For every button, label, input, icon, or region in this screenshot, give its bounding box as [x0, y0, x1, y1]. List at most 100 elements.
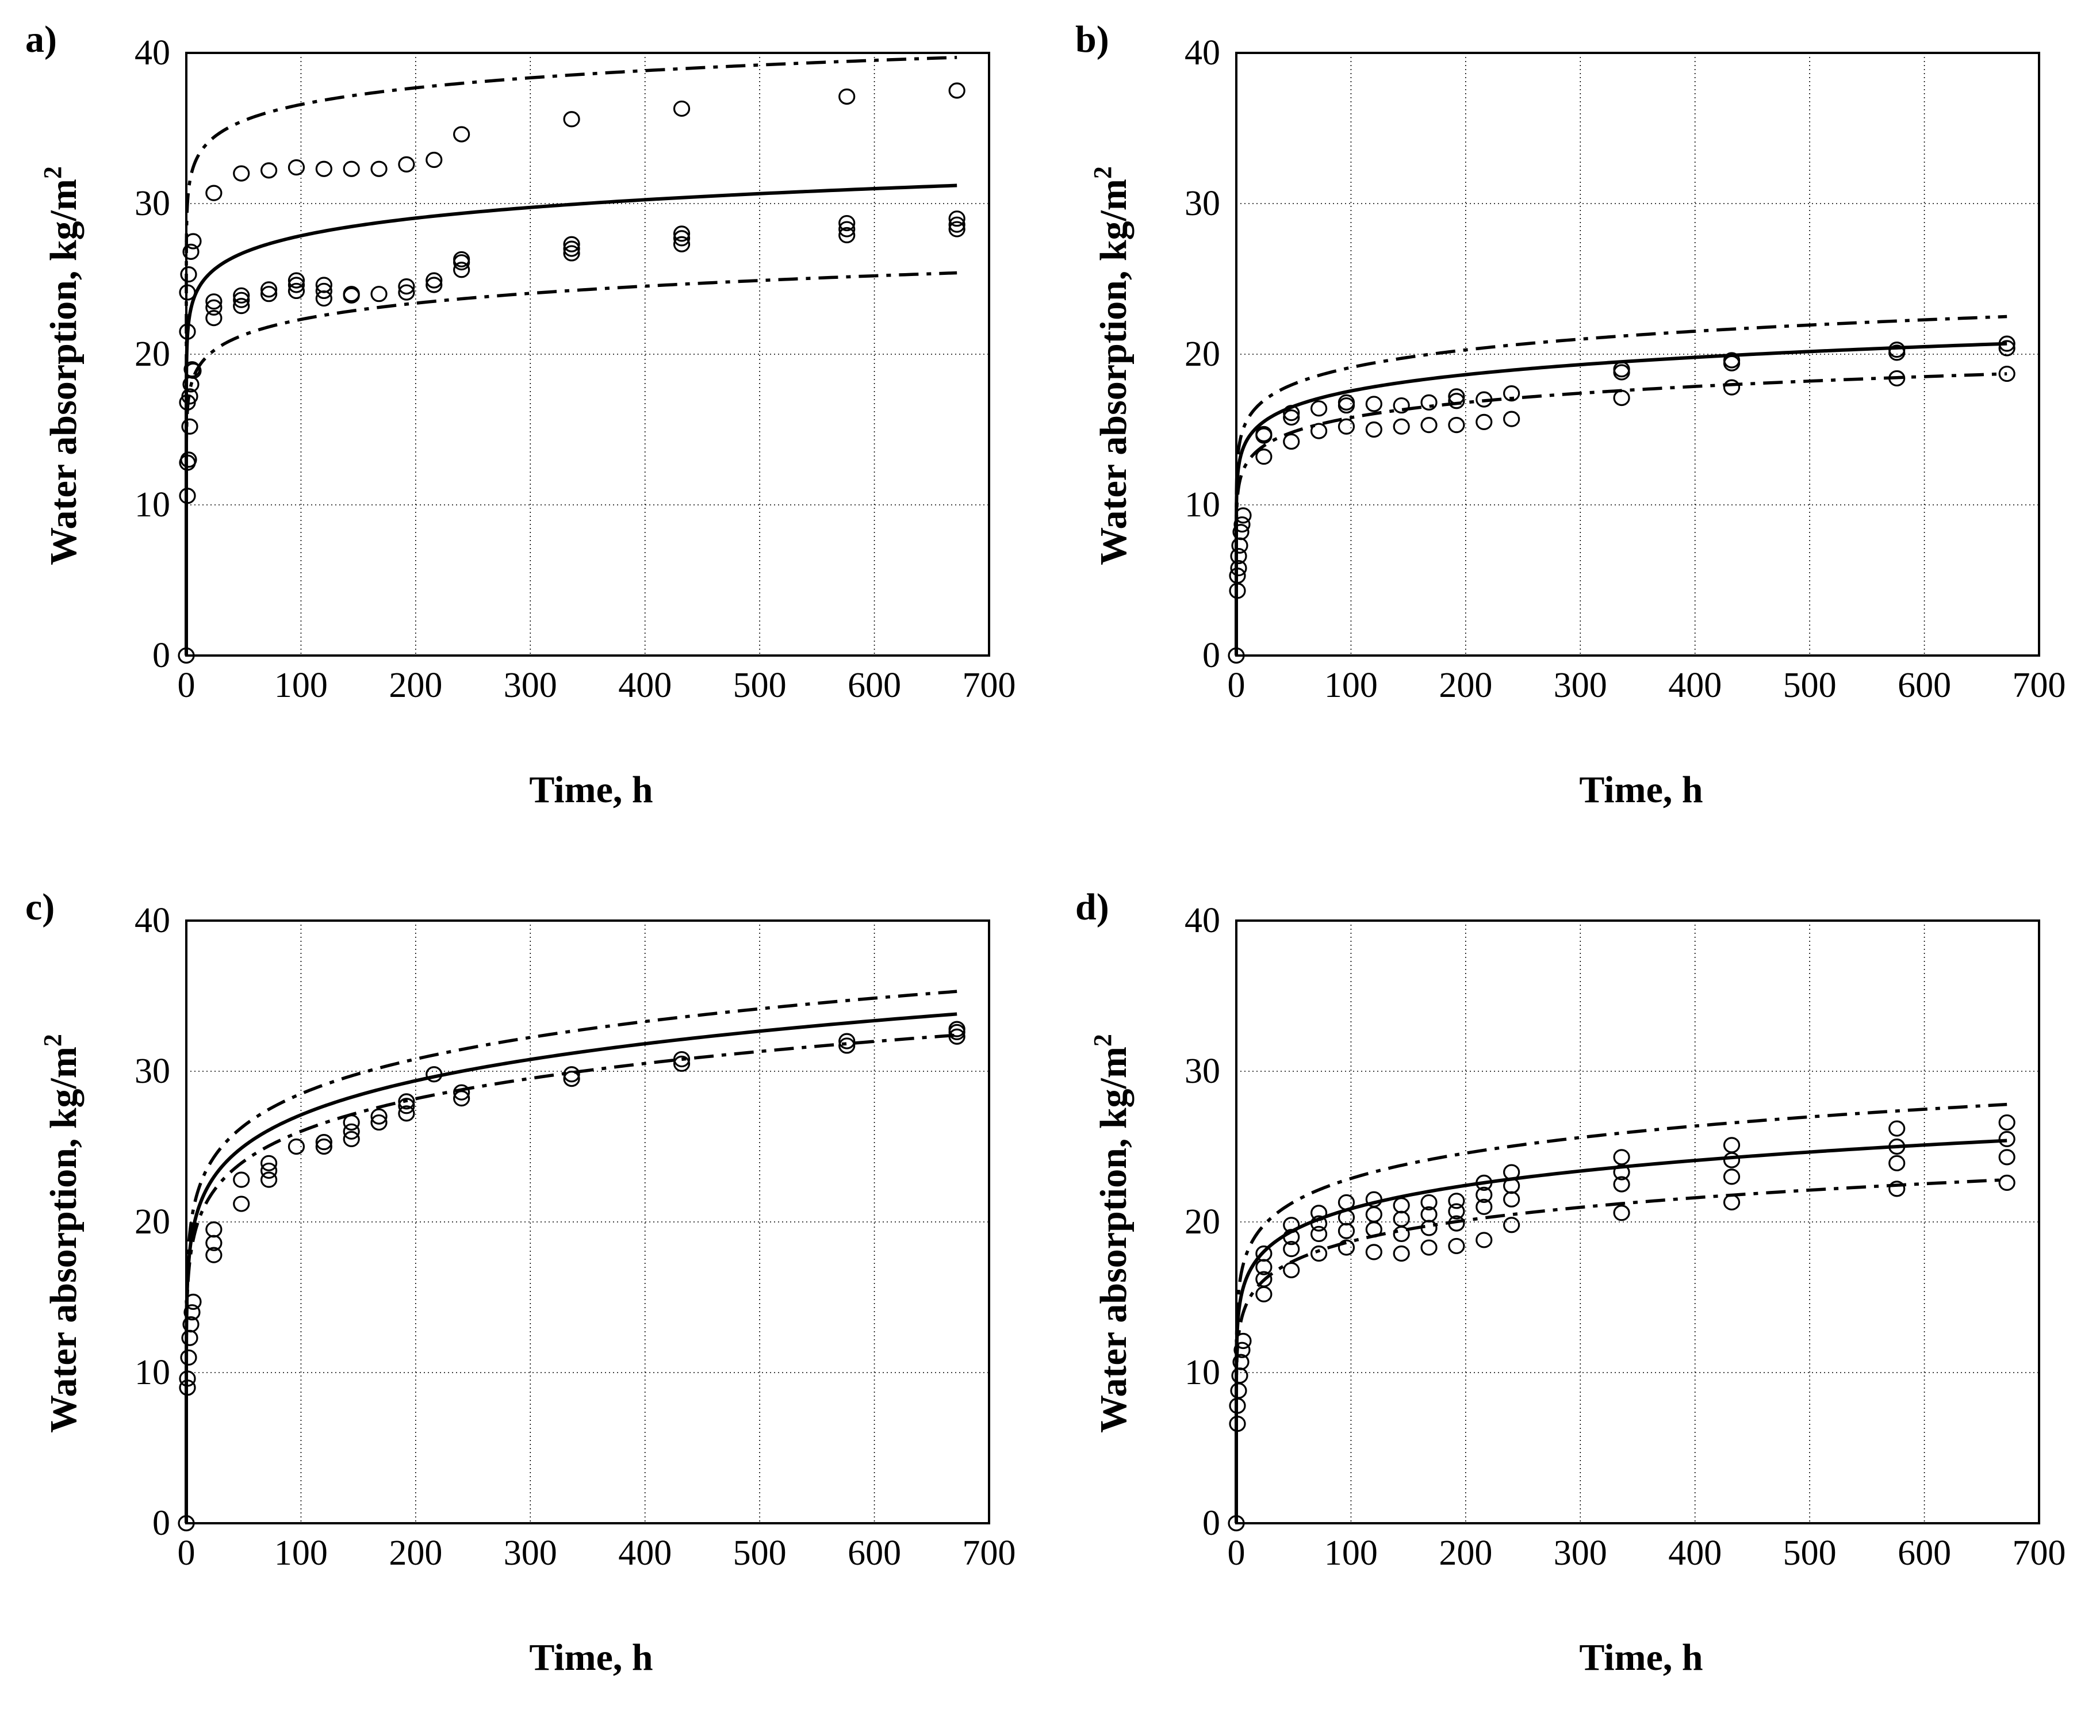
upper-bound-curve	[1235, 315, 2007, 656]
measured-point	[180, 1349, 197, 1366]
measured-point	[1283, 1229, 1300, 1246]
y-axis-title-text: Water absorption, kg/m	[43, 179, 85, 565]
measured-point	[288, 1138, 305, 1155]
measured-point	[1723, 1137, 1741, 1153]
measured-point	[453, 262, 470, 278]
y-tick-label: 10	[1185, 1353, 1220, 1392]
measured-point	[1998, 1174, 2015, 1191]
measured-point	[233, 292, 250, 308]
y-axis-title-text: Water absorption, kg/m	[1093, 179, 1135, 565]
x-tick-label: 100	[1324, 666, 1378, 705]
measured-point	[179, 284, 196, 301]
measured-point	[179, 488, 196, 504]
measured-point	[1448, 388, 1465, 405]
measured-point	[1998, 1130, 2015, 1147]
measured-point	[370, 1114, 388, 1131]
measured-point	[1393, 1197, 1410, 1214]
measured-point	[673, 225, 691, 242]
x-axis-title: Time, h	[1579, 1637, 1703, 1678]
measured-point	[233, 298, 250, 315]
measured-point	[315, 282, 332, 300]
measured-point	[260, 1171, 278, 1188]
measured-point	[1283, 1217, 1300, 1233]
measured-point	[1228, 647, 1245, 664]
measured-point	[1310, 423, 1328, 439]
measured-point	[1448, 1215, 1465, 1232]
measured-point	[179, 1370, 196, 1387]
measured-point	[260, 286, 278, 302]
measured-point	[343, 1130, 360, 1147]
measured-point	[1310, 400, 1328, 417]
measured-point	[838, 1033, 856, 1049]
measured-point	[1338, 418, 1355, 435]
measured-point	[426, 277, 443, 293]
measured-point	[948, 1028, 965, 1045]
measured-point	[1420, 1206, 1438, 1223]
x-tick-label: 300	[1554, 666, 1607, 705]
x-tick-label: 500	[733, 1534, 787, 1573]
measured-point	[1998, 335, 2015, 352]
measured-point	[260, 281, 278, 298]
measured-point	[1420, 394, 1438, 411]
measured-point	[1503, 1217, 1520, 1233]
plot-area	[1235, 919, 2040, 1524]
measured-point	[673, 230, 691, 247]
measured-point	[1338, 1239, 1355, 1256]
upper-bound-curve	[1235, 1102, 2007, 1523]
y-tick-label: 10	[135, 485, 170, 524]
measured-point	[1476, 1198, 1493, 1215]
measured-point	[1229, 568, 1246, 584]
x-tick-label: 0	[1228, 666, 1246, 705]
measured-point	[398, 1105, 415, 1122]
measured-point	[288, 282, 305, 300]
measured-point	[1230, 547, 1247, 565]
panel-a: 0 100 200 300 400 500 600 700 0 10 20 30 40 Time, h Wa…	[0, 0, 1050, 868]
x-tick-label: 200	[389, 1534, 442, 1573]
measured-point	[1393, 397, 1410, 414]
measured-point	[948, 1021, 965, 1037]
measured-point	[948, 82, 965, 99]
x-tick-label: 300	[504, 666, 557, 705]
measured-point	[1365, 1191, 1382, 1208]
x-tick-label: 400	[618, 666, 672, 705]
measured-point	[233, 287, 250, 304]
measured-point	[1255, 449, 1273, 465]
x-tick-label: 700	[2013, 1534, 2066, 1573]
y-axis-title-text: Water absorption, kg/m	[43, 1047, 85, 1433]
measured-point	[1613, 1205, 1630, 1221]
measured-point	[1998, 1114, 2015, 1131]
x-axis-title: Time, h	[1579, 769, 1703, 811]
measured-point	[563, 245, 580, 262]
x-axis-title: Time, h	[529, 769, 653, 811]
measured-point	[1233, 516, 1251, 533]
measured-point	[205, 185, 223, 201]
y-tick-label: 0	[1202, 636, 1220, 675]
y-tick-label: 30	[135, 1052, 170, 1091]
y-tick-label: 0	[152, 1504, 170, 1543]
measured-point	[838, 214, 856, 232]
measured-point	[948, 221, 965, 237]
x-tick-label: 200	[1439, 1534, 1492, 1573]
measured-point	[205, 1221, 223, 1238]
measured-point	[1723, 352, 1741, 369]
chart-svg-d: 0 100 200 300 400 500 600 700 0 10 20 30 40 Time, h Wa…	[1075, 886, 2066, 1678]
measured-point	[343, 286, 360, 302]
measured-point	[1420, 1239, 1438, 1256]
lower-bound-curve	[1235, 372, 2007, 656]
measured-point	[183, 361, 201, 378]
mean-fit-curve	[185, 183, 957, 656]
measured-point	[563, 111, 580, 128]
measured-point	[315, 1138, 332, 1155]
y-tick-label: 20	[1185, 1202, 1220, 1241]
measured-point	[1283, 1241, 1300, 1258]
measured-point	[233, 1171, 250, 1188]
measured-point	[260, 1155, 278, 1171]
panel-letter: b)	[1075, 18, 1109, 60]
panel-b: 0 100 200 300 400 500 600 700 0 10 20 30 40 Time, h Wa…	[1050, 0, 2100, 868]
x-tick-label: 0	[1228, 1534, 1246, 1573]
y-tick-label: 40	[1185, 901, 1220, 940]
y-axis-title: Water absorption, kg/m2	[1089, 166, 1135, 565]
panel-letter: c)	[25, 886, 55, 928]
y-tick-label: 30	[1185, 1052, 1220, 1091]
measured-point	[673, 1055, 691, 1072]
